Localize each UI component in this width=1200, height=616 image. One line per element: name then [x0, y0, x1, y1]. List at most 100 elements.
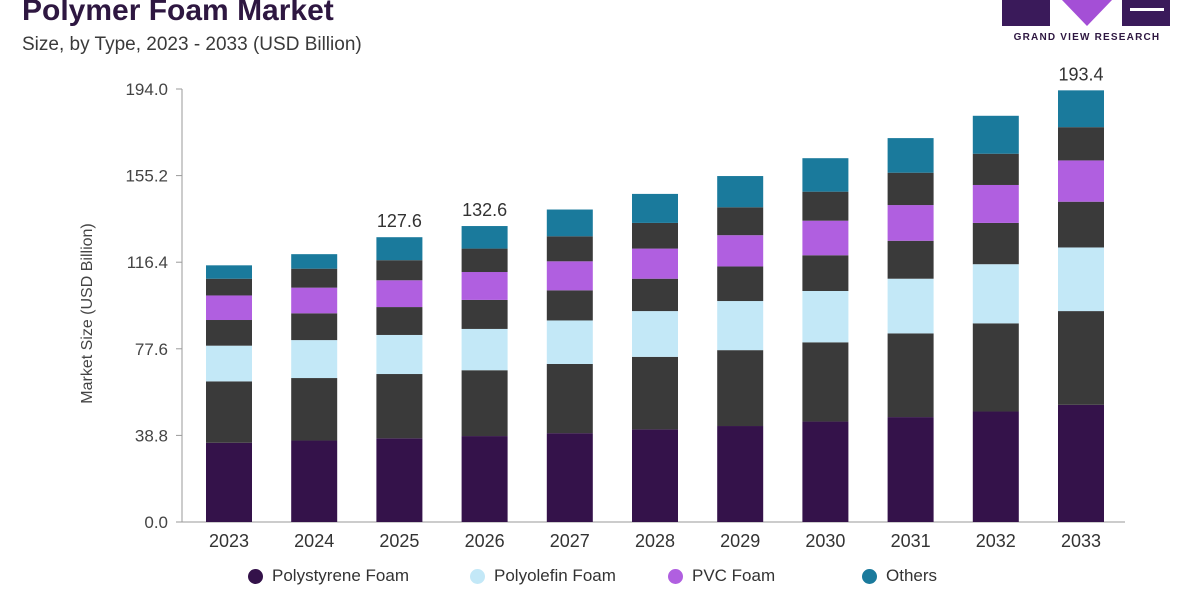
stacked-bar-chart: 0.0 38.8 77.6 116.4 155.2 194.0 Market Size (U… — [79, 64, 1125, 551]
bar-segment — [632, 356, 678, 430]
bar-segment — [546, 363, 593, 434]
bar-segment — [376, 280, 423, 308]
bar-segment — [291, 378, 338, 441]
bar-segment — [376, 438, 423, 522]
bar-segment — [291, 340, 338, 379]
bar-segment — [291, 287, 338, 314]
legend-marker — [470, 568, 485, 584]
bar-segment — [717, 301, 764, 351]
legend-marker — [862, 568, 877, 584]
bar-segment — [546, 433, 593, 522]
bar-segment — [206, 295, 252, 321]
bar-segment — [291, 268, 338, 288]
data-label: 132.6 — [462, 200, 507, 220]
x-tick-label: 2032 — [976, 531, 1016, 551]
bar-segment — [632, 222, 678, 249]
bar-segment — [887, 172, 934, 206]
legend-label: Polyolefin Foam — [494, 566, 616, 585]
bar-segment — [376, 374, 423, 439]
bar-segment — [461, 436, 508, 522]
bar-segment — [972, 184, 1019, 223]
bar-segment — [802, 421, 849, 522]
bar-segment — [206, 320, 252, 346]
x-tick-label: 2024 — [294, 531, 334, 551]
bar-segment — [887, 205, 934, 241]
y-tick-label: 155.2 — [125, 167, 168, 186]
bar-segment — [376, 307, 423, 335]
bar-segment — [972, 411, 1019, 522]
chart-subtitle: Size, by Type, 2023 - 2033 (USD Billion) — [22, 34, 362, 55]
bar-segment — [887, 417, 934, 522]
y-tick-label: 77.6 — [135, 340, 168, 359]
bar-segment — [376, 334, 423, 375]
bar-segment — [802, 290, 849, 343]
y-tick-label: 194.0 — [125, 80, 168, 99]
bar-segment — [632, 278, 678, 312]
bar-segment — [461, 272, 508, 300]
bar-segment — [972, 264, 1019, 324]
bar-segment — [887, 138, 934, 173]
chart-title: Polymer Foam Market — [22, 0, 334, 27]
bar-segment — [1058, 90, 1104, 128]
x-tick-label: 2030 — [805, 531, 845, 551]
bar-segment — [972, 323, 1019, 412]
bar-segment — [632, 248, 678, 279]
bar-segment — [461, 299, 508, 329]
brand-logo — [1002, 0, 1170, 26]
bar-segment — [291, 313, 338, 341]
x-tick-label: 2025 — [379, 531, 419, 551]
y-axis-title: Market Size (USD Billion) — [79, 223, 96, 403]
legend-label: PVC Foam — [692, 566, 776, 585]
bar-segment — [802, 191, 849, 221]
bar-segment — [1058, 127, 1104, 161]
bar-segment — [206, 278, 252, 296]
bar-segment — [376, 260, 423, 281]
bar-segment — [632, 311, 678, 357]
x-tick-label: 2027 — [550, 531, 590, 551]
bar-segment — [376, 237, 423, 261]
bar-segment — [206, 345, 252, 382]
bar-segment — [887, 333, 934, 418]
bar-segment — [206, 265, 252, 279]
y-tick-label: 0.0 — [144, 513, 168, 532]
bar-segment — [291, 440, 338, 522]
bar-segment — [632, 429, 678, 522]
bar-segment — [546, 320, 593, 364]
x-tick-label: 2026 — [465, 531, 505, 551]
x-tick-label: 2031 — [891, 531, 931, 551]
bar-segment — [717, 176, 764, 208]
bar-segment — [461, 370, 508, 437]
bar-segment — [1058, 247, 1104, 312]
x-tick-label: 2028 — [635, 531, 675, 551]
y-tick-label: 116.4 — [127, 253, 168, 272]
x-tick-label: 2023 — [209, 531, 249, 551]
bar-segment — [461, 328, 508, 371]
brand-logo-text: GRAND VIEW RESEARCH — [1013, 32, 1161, 43]
bar-segment — [546, 209, 593, 237]
bar-segment — [632, 193, 678, 223]
x-tick-label: 2033 — [1061, 531, 1101, 551]
bar-segment — [461, 226, 508, 249]
bar-segment — [802, 342, 849, 422]
legend-item: Others — [862, 566, 937, 586]
y-tick-label: 38.8 — [135, 426, 168, 445]
legend-marker — [668, 568, 683, 584]
legend-label: Others — [886, 566, 938, 585]
bar-segment — [1058, 201, 1104, 248]
bar-segment — [206, 442, 252, 522]
bar-segment — [1058, 311, 1104, 405]
bar-segment — [291, 254, 338, 269]
bar-segment — [717, 235, 764, 267]
legend-item: Polystyrene Foam — [248, 566, 409, 586]
bar-segment — [461, 248, 508, 273]
x-tick-label: 2029 — [720, 531, 760, 551]
legend-marker — [248, 568, 263, 584]
bar-segment — [546, 261, 593, 291]
bar-segment — [717, 207, 764, 236]
data-label: 193.4 — [1058, 64, 1103, 84]
chart-legend: Polystyrene Foam Polyolefin Foam PVC Foam O… — [248, 566, 1008, 616]
bar-segment — [546, 236, 593, 262]
bar-segment — [717, 426, 764, 522]
bar-segment — [972, 222, 1019, 265]
bar-segment — [546, 290, 593, 321]
